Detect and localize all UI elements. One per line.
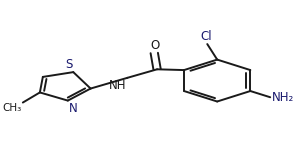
Text: N: N xyxy=(69,102,77,115)
Text: O: O xyxy=(150,39,160,52)
Text: S: S xyxy=(65,58,73,71)
Text: CH₃: CH₃ xyxy=(3,103,22,113)
Text: NH₂: NH₂ xyxy=(272,91,294,104)
Text: Cl: Cl xyxy=(200,30,212,43)
Text: NH: NH xyxy=(109,79,127,92)
